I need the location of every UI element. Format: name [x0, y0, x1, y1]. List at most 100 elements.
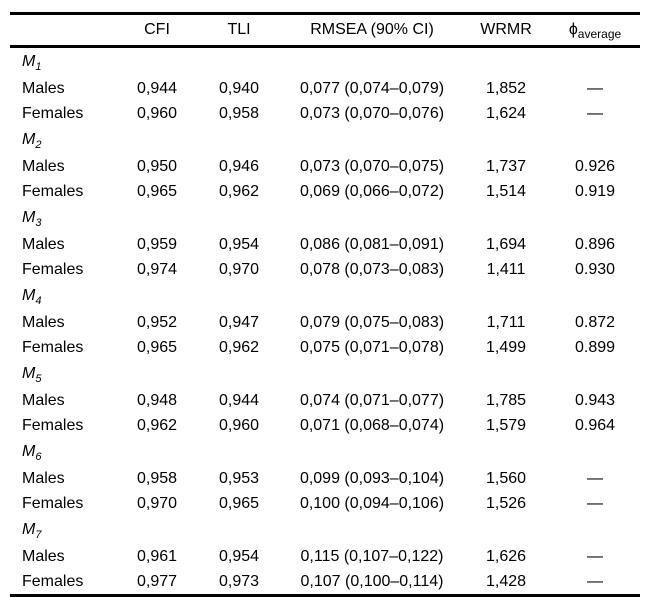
cell-cfi: 0,965 — [136, 338, 178, 356]
cell-rmsea: 0,074 (0,071–0,077) — [299, 391, 445, 409]
cell-tli: 0,965 — [218, 494, 260, 512]
cell-cfi: 0,950 — [136, 157, 178, 175]
cell-phi-average: — — [587, 79, 603, 97]
col-header-tli: TLI — [227, 21, 251, 38]
model-group-row: M6 — [10, 438, 640, 466]
row-label: Females — [22, 104, 84, 122]
cell-phi-average: — — [587, 469, 603, 487]
col-header-stub — [10, 14, 118, 47]
cell-phi-average: 0.872 — [574, 313, 616, 331]
cell-cfi: 0,970 — [136, 494, 178, 512]
data-row: Females 0,965 0,962 0,075 (0,071–0,078) 1,49… — [10, 335, 640, 360]
phi-symbol: ϕ — [568, 21, 578, 38]
data-row: Females 0,977 0,973 0,107 (0,100–0,114) 1,42… — [10, 569, 640, 596]
model-label: M1 — [22, 53, 42, 74]
model-label: M4 — [22, 287, 42, 308]
cell-phi-average: 0.899 — [574, 338, 616, 356]
cell-cfi: 0,948 — [136, 391, 178, 409]
row-label: Males — [22, 313, 65, 331]
cell-rmsea: 0,075 (0,071–0,078) — [299, 338, 445, 356]
cell-cfi: 0,958 — [136, 469, 178, 487]
cell-rmsea: 0,099 (0,093–0,104) — [299, 469, 445, 487]
cell-wrmr: 1,526 — [485, 494, 527, 512]
cell-cfi: 0,960 — [136, 104, 178, 122]
cell-phi-average: — — [587, 572, 603, 590]
col-header-wrmr: WRMR — [480, 21, 532, 38]
cell-rmsea: 0,079 (0,075–0,083) — [299, 313, 445, 331]
cell-phi-average: 0.964 — [574, 416, 616, 434]
cell-rmsea: 0,107 (0,100–0,114) — [300, 572, 444, 590]
data-row: Females 0,970 0,965 0,100 (0,094–0,106) 1,52… — [10, 491, 640, 516]
data-row: Males 0,950 0,946 0,073 (0,070–0,075) 1,737 0… — [10, 154, 640, 179]
cell-wrmr: 1,411 — [486, 260, 526, 278]
cell-tli: 0,944 — [218, 391, 260, 409]
cell-rmsea: 0,078 (0,073–0,083) — [299, 260, 445, 278]
data-row: Females 0,962 0,960 0,071 (0,068–0,074) 1,57… — [10, 413, 640, 438]
cell-cfi: 0,974 — [136, 260, 178, 278]
data-row: Males 0,952 0,947 0,079 (0,075–0,083) 1,711 0… — [10, 310, 640, 335]
cell-wrmr: 1,560 — [485, 469, 527, 487]
cell-cfi: 0,962 — [136, 416, 178, 434]
cell-cfi: 0,977 — [136, 572, 178, 590]
cell-phi-average: 0.919 — [574, 182, 616, 200]
cell-cfi: 0,944 — [136, 79, 178, 97]
cell-wrmr: 1,499 — [485, 338, 527, 356]
data-row: Females 0,960 0,958 0,073 (0,070–0,076) 1,62… — [10, 101, 640, 126]
model-group-row: M4 — [10, 282, 640, 310]
row-label: Females — [22, 338, 84, 356]
data-row: Males 0,959 0,954 0,086 (0,081–0,091) 1,694 0… — [10, 232, 640, 257]
cell-phi-average: 0.943 — [574, 391, 616, 409]
cell-wrmr: 1,711 — [486, 313, 526, 331]
phi-subscript: average — [577, 27, 622, 42]
model-label: M6 — [22, 443, 42, 464]
model-label: M7 — [22, 521, 42, 542]
cell-tli: 0,947 — [218, 313, 260, 331]
row-label: Males — [22, 79, 65, 97]
cell-wrmr: 1,514 — [485, 182, 527, 200]
cell-tli: 0,962 — [218, 182, 260, 200]
cell-rmsea: 0,100 (0,094–0,106) — [299, 494, 445, 512]
cell-rmsea: 0,073 (0,070–0,075) — [299, 157, 445, 175]
cell-rmsea: 0,077 (0,074–0,079) — [299, 79, 445, 97]
header-row: CFI TLI RMSEA (90% CI) WRMR ϕaverage — [10, 14, 640, 47]
cell-wrmr: 1,737 — [485, 157, 527, 175]
row-label: Males — [22, 469, 65, 487]
data-row: Males 0,948 0,944 0,074 (0,071–0,077) 1,785 0… — [10, 388, 640, 413]
cell-wrmr: 1,624 — [485, 104, 527, 122]
col-header-phi-average: ϕaverage — [550, 14, 640, 47]
data-row: Females 0,965 0,962 0,069 (0,066–0,072) 1,51… — [10, 179, 640, 204]
cell-tli: 0,973 — [218, 572, 260, 590]
row-label: Females — [22, 260, 84, 278]
table-body: M1 Males 0,944 0,940 0,077 (0,074–0,079) 1,85… — [10, 47, 640, 596]
data-row: Females 0,974 0,970 0,078 (0,073–0,083) 1,41… — [10, 257, 640, 282]
model-group-row: M7 — [10, 516, 640, 544]
cell-tli: 0,958 — [218, 104, 260, 122]
model-group-row: M3 — [10, 204, 640, 232]
col-header-rmsea: RMSEA (90% CI) — [310, 21, 434, 38]
cell-tli: 0,946 — [218, 157, 260, 175]
model-group-row: M2 — [10, 126, 640, 154]
row-label: Males — [22, 235, 65, 253]
cell-phi-average: 0.896 — [574, 235, 616, 253]
col-header-cfi: CFI — [144, 21, 170, 38]
cell-phi-average: — — [587, 104, 603, 122]
cell-rmsea: 0,071 (0,068–0,074) — [299, 416, 445, 434]
cell-rmsea: 0,086 (0,081–0,091) — [299, 235, 445, 253]
cell-tli: 0,953 — [218, 469, 260, 487]
row-label: Females — [22, 494, 84, 512]
row-label: Females — [22, 182, 84, 200]
data-row: Males 0,958 0,953 0,099 (0,093–0,104) 1,560 — — [10, 466, 640, 491]
cell-phi-average: 0.926 — [574, 157, 616, 175]
model-group-row: M5 — [10, 360, 640, 388]
cell-tli: 0,940 — [218, 79, 260, 97]
cell-wrmr: 1,785 — [485, 391, 527, 409]
cell-wrmr: 1,428 — [485, 572, 527, 590]
cell-wrmr: 1,694 — [485, 235, 527, 253]
cell-rmsea: 0,069 (0,066–0,072) — [299, 182, 445, 200]
cell-tli: 0,970 — [218, 260, 260, 278]
row-label: Males — [22, 157, 65, 175]
cell-tli: 0,962 — [218, 338, 260, 356]
row-label: Females — [22, 416, 84, 434]
row-label: Males — [22, 391, 65, 409]
fit-table: CFI TLI RMSEA (90% CI) WRMR ϕaverage M1 M… — [10, 12, 640, 597]
